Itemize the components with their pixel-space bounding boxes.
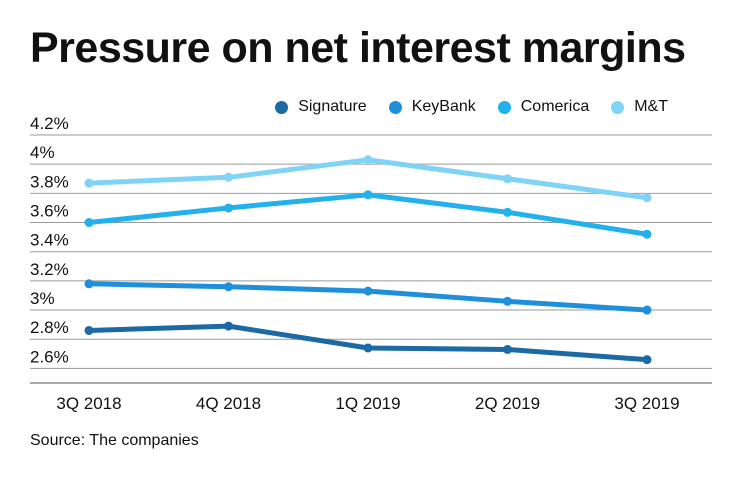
y-tick-label: 3.2% — [30, 260, 69, 279]
data-point-comerica — [84, 218, 94, 228]
series-line-signature — [86, 323, 650, 363]
legend-item-keybank: KeyBank — [388, 98, 476, 116]
legend-label-signature: Signature — [298, 98, 367, 115]
data-point-mt — [642, 193, 652, 203]
data-point-signature — [224, 321, 233, 331]
chart-title: Pressure on net interest margins — [30, 24, 686, 72]
data-point-mt — [363, 155, 373, 165]
x-tick-label: 3Q 2019 — [614, 394, 679, 413]
data-point-comerica — [642, 229, 652, 239]
legend-dot-mt — [611, 100, 625, 114]
y-tick-label: 2.8% — [30, 318, 69, 337]
y-tick-label: 4.2% — [30, 114, 69, 133]
data-point-comerica — [503, 207, 512, 217]
data-point-mt — [503, 174, 512, 184]
data-point-signature — [642, 355, 652, 365]
x-tick-label: 1Q 2019 — [335, 394, 400, 413]
data-point-mt — [224, 172, 233, 182]
legend-label-keybank: KeyBank — [411, 98, 476, 115]
data-point-keybank — [642, 305, 652, 315]
y-tick-label: 2.6% — [30, 347, 69, 366]
source-note: Source: The companies — [30, 432, 199, 449]
data-point-keybank — [363, 286, 373, 296]
legend-dot-comerica — [497, 100, 511, 114]
data-point-keybank — [84, 279, 94, 289]
legend-label-comerica: Comerica — [520, 98, 590, 115]
legend-item-comerica: Comerica — [497, 98, 590, 116]
legend-label-mt: M&T — [634, 98, 668, 115]
y-tick-label: 3.6% — [30, 202, 69, 221]
data-point-comerica — [363, 190, 373, 200]
legend-item-signature: Signature — [275, 98, 367, 116]
y-tick-label: 3.8% — [30, 172, 69, 191]
legend-item-mt: M&T — [611, 98, 668, 116]
data-point-comerica — [224, 203, 233, 213]
y-tick-label: 3% — [30, 289, 55, 308]
x-tick-label: 3Q 2018 — [56, 394, 121, 413]
y-tick-label: 4% — [30, 143, 55, 162]
legend: Signature KeyBank Comerica M&T — [275, 98, 668, 116]
x-tick-label: 2Q 2019 — [475, 394, 540, 413]
series-line-comerica — [86, 192, 650, 237]
y-tick-label: 3.4% — [30, 231, 69, 250]
legend-dot-signature — [275, 100, 289, 114]
data-point-signature — [84, 325, 94, 335]
data-point-signature — [503, 344, 512, 354]
legend-dot-keybank — [388, 100, 402, 114]
x-tick-label: 4Q 2018 — [196, 394, 261, 413]
data-point-mt — [84, 178, 94, 188]
data-point-signature — [363, 343, 373, 353]
data-point-keybank — [224, 282, 233, 292]
data-point-keybank — [503, 296, 512, 306]
